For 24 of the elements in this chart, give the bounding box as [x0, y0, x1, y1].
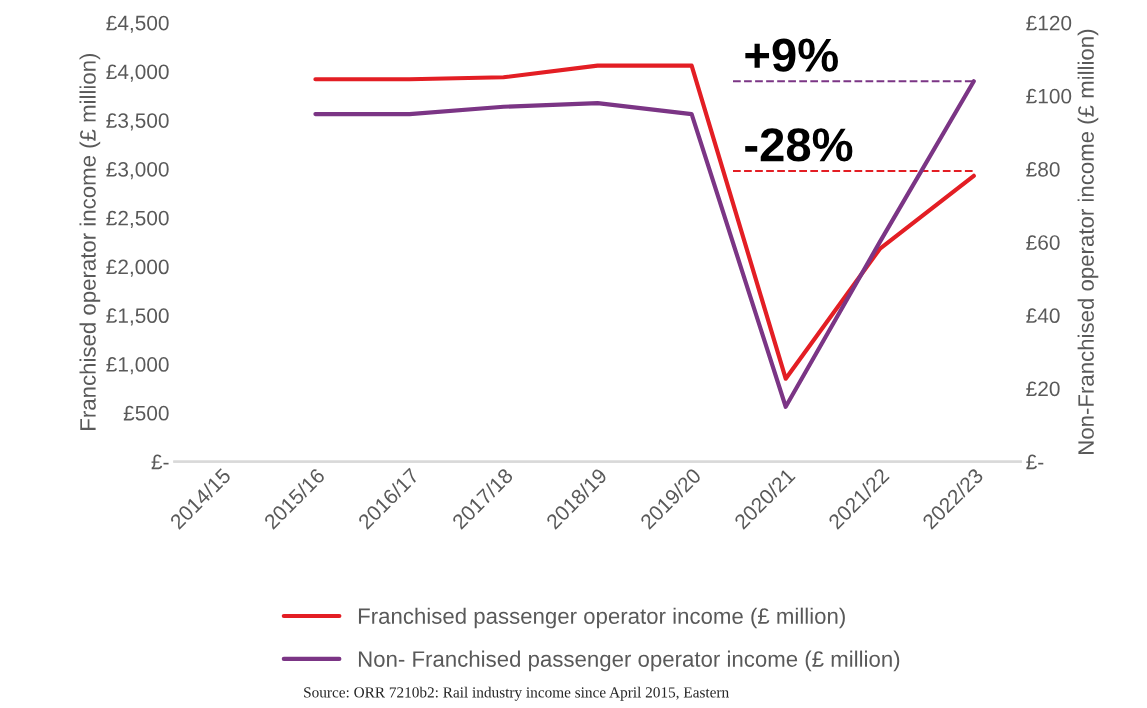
y-tick-label: £2,500 — [106, 210, 169, 228]
y-tick-label: £1,000 — [106, 357, 169, 375]
y-tick-label: £4,000 — [106, 64, 169, 82]
y2-tick-label: £120 — [1026, 15, 1072, 31]
source-note: Source: ORR 7210b2: Rail industry income since April 2015, Eastern — [304, 686, 729, 701]
y2-tick-label: £40 — [1026, 308, 1060, 324]
legend-label: Franchised passenger operator income (£ million) — [358, 607, 845, 629]
y-tick-label: £1,500 — [106, 308, 169, 326]
y2-axis-title: Non-Franchised operator income (£ million) — [1077, 29, 1099, 454]
y2-tick-label: £60 — [1026, 235, 1060, 250]
y2-tick-label: £80 — [1026, 161, 1060, 177]
annotation: +9% — [745, 38, 838, 72]
y-tick-label: £2,000 — [106, 259, 169, 277]
y-tick-label: £4,500 — [106, 15, 169, 33]
y2-tick-label: £20 — [1026, 381, 1060, 397]
y-tick-label: £500 — [123, 405, 169, 421]
y-tick-label: £3,000 — [106, 161, 169, 180]
legend-label: Non- Franchised passenger operator income (£ million) — [358, 650, 900, 672]
y2-tick-label: £- — [1026, 454, 1044, 470]
y2-tick-label: £100 — [1026, 88, 1072, 104]
y-tick-label: £3,500 — [106, 113, 169, 131]
y-tick-label: £- — [151, 454, 169, 470]
annotation: -28% — [745, 128, 853, 162]
y-axis-title: Franchised operator income (£ million) — [79, 53, 101, 430]
